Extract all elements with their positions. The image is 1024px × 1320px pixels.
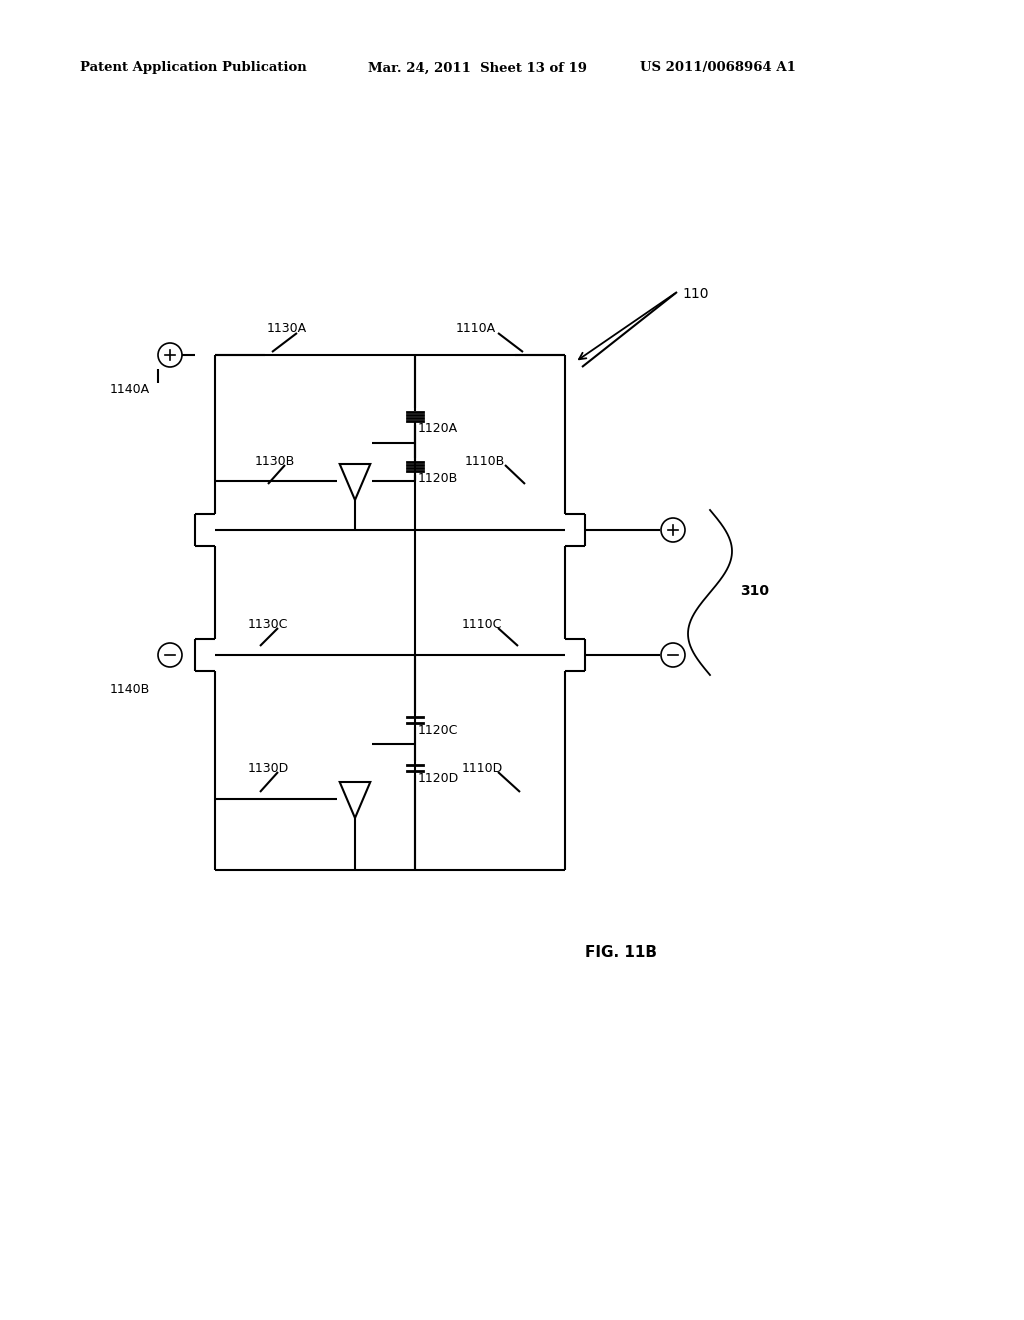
Text: 1110B: 1110B: [465, 455, 505, 469]
Text: 1140A: 1140A: [110, 383, 151, 396]
Text: 1120B: 1120B: [418, 473, 459, 484]
Text: 1120C: 1120C: [418, 723, 459, 737]
Text: 1110A: 1110A: [456, 322, 496, 335]
Text: 1130D: 1130D: [248, 762, 289, 775]
Text: FIG. 11B: FIG. 11B: [585, 945, 657, 960]
Text: 1130A: 1130A: [267, 322, 307, 335]
Text: 1130B: 1130B: [255, 455, 295, 469]
Text: 1120A: 1120A: [418, 422, 458, 436]
Text: 310: 310: [740, 583, 769, 598]
Text: Patent Application Publication: Patent Application Publication: [80, 62, 307, 74]
Text: 1120D: 1120D: [418, 772, 459, 785]
Text: 1110C: 1110C: [462, 618, 503, 631]
Text: 110: 110: [682, 286, 709, 301]
Text: Mar. 24, 2011  Sheet 13 of 19: Mar. 24, 2011 Sheet 13 of 19: [368, 62, 587, 74]
Text: 1140B: 1140B: [110, 682, 151, 696]
Text: 1130C: 1130C: [248, 618, 289, 631]
Text: 1110D: 1110D: [462, 762, 503, 775]
Text: US 2011/0068964 A1: US 2011/0068964 A1: [640, 62, 796, 74]
